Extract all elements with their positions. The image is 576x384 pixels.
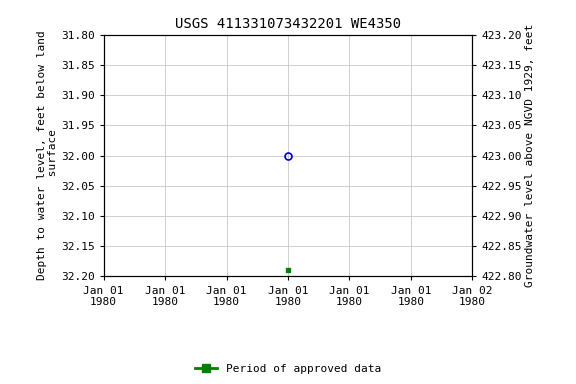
Title: USGS 411331073432201 WE4350: USGS 411331073432201 WE4350 [175,17,401,31]
Y-axis label: Depth to water level, feet below land
 surface: Depth to water level, feet below land su… [36,31,58,280]
Legend: Period of approved data: Period of approved data [191,359,385,379]
Y-axis label: Groundwater level above NGVD 1929, feet: Groundwater level above NGVD 1929, feet [525,24,535,287]
